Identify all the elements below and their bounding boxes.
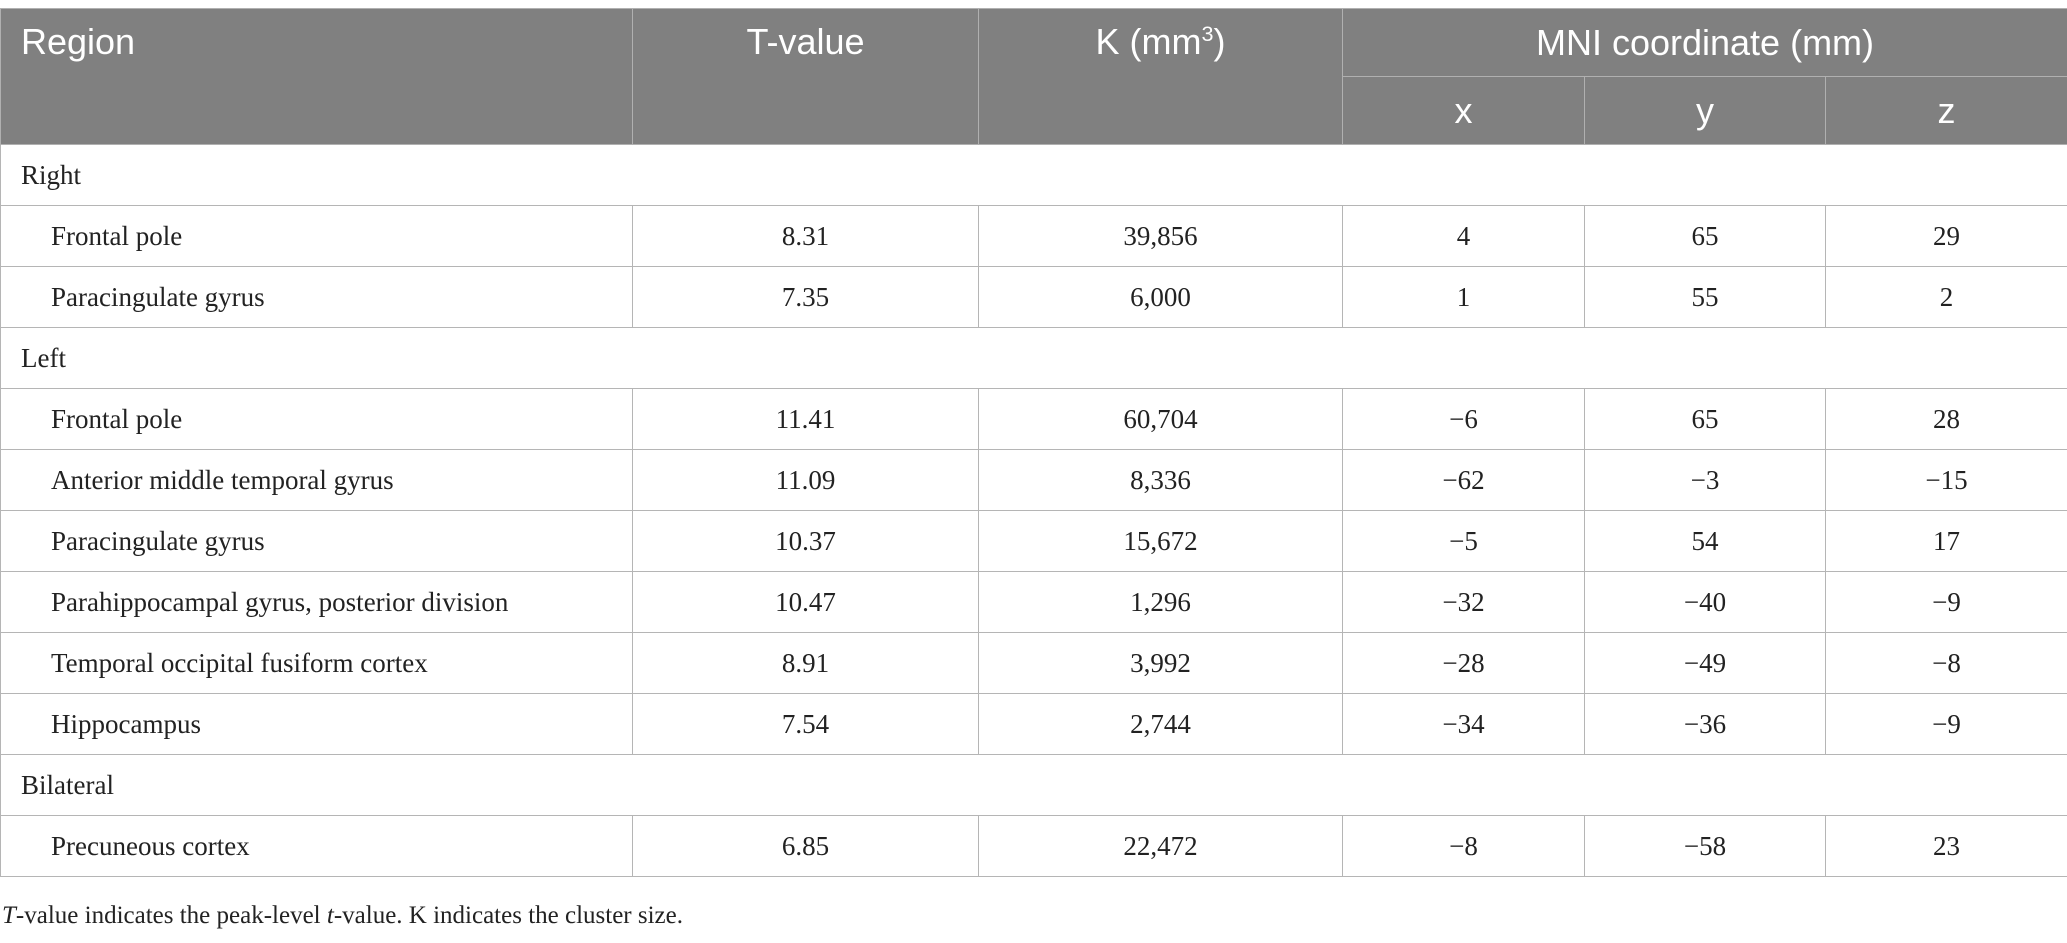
cell-region: Anterior middle temporal gyrus xyxy=(0,449,633,511)
cell-k: 3,992 xyxy=(978,632,1343,694)
cell-k: 39,856 xyxy=(978,205,1343,267)
cell-tvalue: 10.47 xyxy=(632,571,979,633)
header-k-superscript: 3 xyxy=(1201,21,1214,46)
cell-z: 23 xyxy=(1824,815,2067,877)
cell-y: 55 xyxy=(1584,266,1826,328)
cell-x: 4 xyxy=(1342,205,1585,267)
table-header: Region T-value K (mm3) MNI coordinate (m… xyxy=(0,8,2067,145)
results-table: Region T-value K (mm3) MNI coordinate (m… xyxy=(0,8,2067,877)
cell-k: 60,704 xyxy=(978,388,1343,450)
cell-x: −5 xyxy=(1342,510,1585,572)
cell-y: 65 xyxy=(1584,205,1826,267)
cell-x: 1 xyxy=(1342,266,1585,328)
group-label: Right xyxy=(0,144,2067,206)
cell-x: −8 xyxy=(1342,815,1585,877)
cell-region: Precuneous cortex xyxy=(0,815,633,877)
table-row: Frontal pole 11.41 60,704 −6 65 28 xyxy=(0,388,2067,450)
cell-k: 1,296 xyxy=(978,571,1343,633)
cell-tvalue: 8.91 xyxy=(632,632,979,694)
header-z: z xyxy=(1824,76,2067,145)
cell-z: 28 xyxy=(1824,388,2067,450)
header-y: y xyxy=(1584,76,1826,145)
header-k: K (mm3) xyxy=(978,8,1343,145)
cell-z: 29 xyxy=(1824,205,2067,267)
cell-y: −49 xyxy=(1584,632,1826,694)
results-table-container: Region T-value K (mm3) MNI coordinate (m… xyxy=(0,8,2067,877)
table-footnote: T-value indicates the peak-level t-value… xyxy=(2,902,683,930)
cell-tvalue: 8.31 xyxy=(632,205,979,267)
cell-z: −8 xyxy=(1824,632,2067,694)
cell-k: 2,744 xyxy=(978,693,1343,755)
table-row: Precuneous cortex 6.85 22,472 −8 −58 23 xyxy=(0,815,2067,877)
cell-region: Frontal pole xyxy=(0,205,633,267)
group-row-bilateral: Bilateral xyxy=(0,754,2067,816)
cell-y: −36 xyxy=(1584,693,1826,755)
header-x: x xyxy=(1342,76,1585,145)
cell-k: 8,336 xyxy=(978,449,1343,511)
header-mni: MNI coordinate (mm) xyxy=(1341,8,2067,77)
cell-tvalue: 11.41 xyxy=(632,388,979,450)
header-k-close: ) xyxy=(1213,21,1226,62)
table-row: Parahippocampal gyrus, posterior divisio… xyxy=(0,571,2067,633)
cell-region: Temporal occipital fusiform cortex xyxy=(0,632,633,694)
cell-region: Paracingulate gyrus xyxy=(0,510,633,572)
cell-x: −6 xyxy=(1342,388,1585,450)
footnote-text-1: -value indicates the peak-level xyxy=(15,902,327,929)
table-row: Frontal pole 8.31 39,856 4 65 29 xyxy=(0,205,2067,267)
table-body: Right Frontal pole 8.31 39,856 4 65 29 P… xyxy=(0,144,2067,877)
header-tvalue: T-value xyxy=(632,8,979,145)
cell-x: −34 xyxy=(1342,693,1585,755)
cell-x: −28 xyxy=(1342,632,1585,694)
cell-region: Hippocampus xyxy=(0,693,633,755)
cell-z: −9 xyxy=(1824,571,2067,633)
cell-tvalue: 11.09 xyxy=(632,449,979,511)
cell-x: −62 xyxy=(1342,449,1585,511)
table-row: Hippocampus 7.54 2,744 −34 −36 −9 xyxy=(0,693,2067,755)
footnote-t: T xyxy=(2,902,16,929)
cell-region: Parahippocampal gyrus, posterior divisio… xyxy=(0,571,633,633)
group-label: Left xyxy=(0,327,2067,389)
cell-y: 54 xyxy=(1584,510,1826,572)
table-row: Paracingulate gyrus 10.37 15,672 −5 54 1… xyxy=(0,510,2067,572)
cell-tvalue: 10.37 xyxy=(632,510,979,572)
cell-y: 65 xyxy=(1584,388,1826,450)
group-label: Bilateral xyxy=(0,754,2067,816)
cell-z: 17 xyxy=(1824,510,2067,572)
cell-y: −40 xyxy=(1584,571,1826,633)
cell-region: Frontal pole xyxy=(0,388,633,450)
cell-k: 15,672 xyxy=(978,510,1343,572)
header-k-label: K (mm xyxy=(1095,21,1202,62)
cell-z: 2 xyxy=(1824,266,2067,328)
table-row: Temporal occipital fusiform cortex 8.91 … xyxy=(0,632,2067,694)
header-region: Region xyxy=(0,8,633,145)
cell-tvalue: 7.35 xyxy=(632,266,979,328)
footnote-text-2: -value. K indicates the cluster size. xyxy=(333,902,683,929)
cell-z: −9 xyxy=(1824,693,2067,755)
cell-y: −58 xyxy=(1584,815,1826,877)
cell-x: −32 xyxy=(1342,571,1585,633)
footnote-t-lower: t xyxy=(326,902,334,929)
cell-k: 22,472 xyxy=(978,815,1343,877)
table-row: Paracingulate gyrus 7.35 6,000 1 55 2 xyxy=(0,266,2067,328)
cell-y: −3 xyxy=(1584,449,1826,511)
group-row-left: Left xyxy=(0,327,2067,389)
table-row: Anterior middle temporal gyrus 11.09 8,3… xyxy=(0,449,2067,511)
cell-tvalue: 6.85 xyxy=(632,815,979,877)
cell-k: 6,000 xyxy=(978,266,1343,328)
group-row-right: Right xyxy=(0,144,2067,206)
cell-tvalue: 7.54 xyxy=(632,693,979,755)
cell-region: Paracingulate gyrus xyxy=(0,266,633,328)
cell-z: −15 xyxy=(1824,449,2067,511)
